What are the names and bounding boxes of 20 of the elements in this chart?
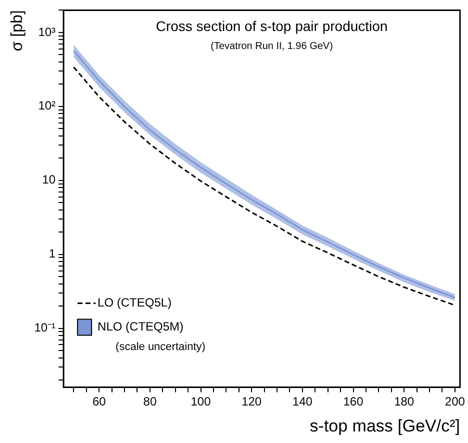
annotation: (scale uncertainty) bbox=[116, 341, 206, 354]
y-tick-label: 10 bbox=[42, 172, 56, 187]
legend-label: NLO (CTEQ5M) bbox=[98, 320, 184, 334]
y-tick-label: 1 bbox=[48, 246, 56, 261]
y-axis-title: σ [pb] bbox=[9, 10, 26, 52]
x-tick-label: 80 bbox=[143, 394, 157, 409]
y-tick-label: 10³ bbox=[38, 24, 56, 39]
y-tick-label: 10⁻¹ bbox=[34, 320, 56, 335]
x-tick-label: 200 bbox=[444, 394, 466, 409]
text: Cross section of s-top pair production bbox=[156, 18, 388, 34]
x-tick-label: 60 bbox=[92, 394, 106, 409]
x-tick-label: 100 bbox=[190, 394, 212, 409]
text: (Tevatron Run II, 1.96 GeV) bbox=[210, 40, 333, 52]
x-tick-label: 160 bbox=[343, 394, 364, 409]
x-tick-label: 180 bbox=[394, 394, 414, 409]
x-tick-label: 140 bbox=[292, 394, 313, 409]
x-axis-title: s-top mass [GeV/c²] bbox=[310, 416, 460, 436]
legend-label: LO (CTEQ5L) bbox=[98, 296, 172, 310]
x-tick-label: 120 bbox=[242, 394, 262, 409]
y-tick-label: 10² bbox=[38, 98, 56, 113]
